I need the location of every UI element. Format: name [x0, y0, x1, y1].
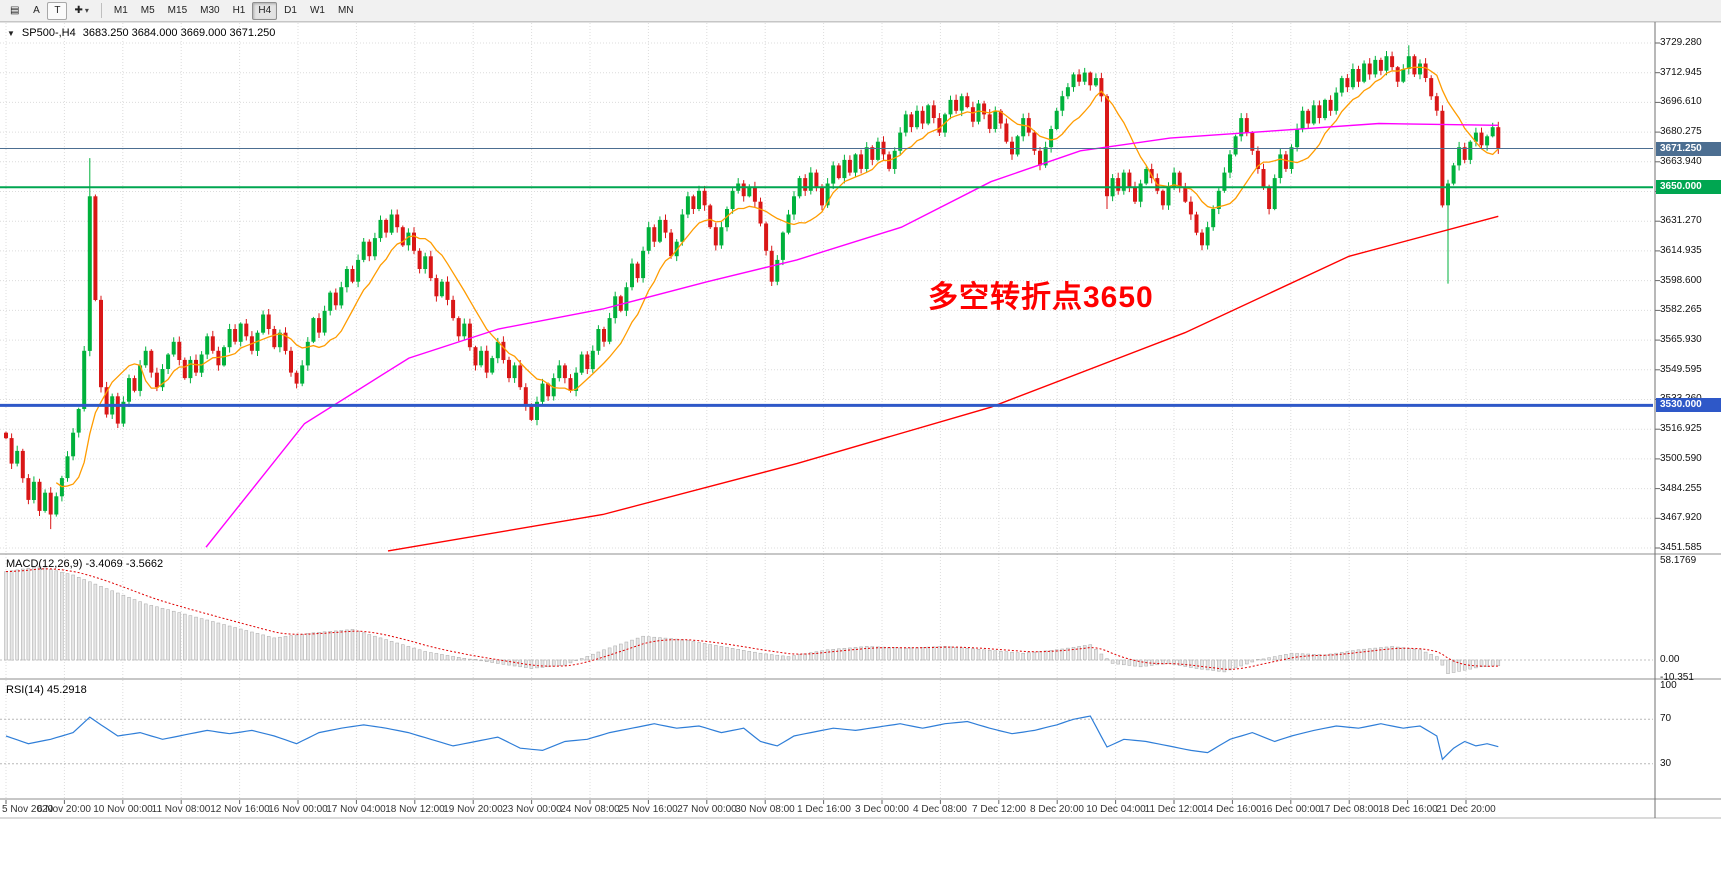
- letter-a-icon: A: [33, 5, 40, 16]
- dropdown-caret-icon: ▾: [84, 6, 89, 15]
- time-label: 19 Nov 20:00: [443, 804, 503, 815]
- rsi-indicator-label: RSI(14) 45.2918: [6, 684, 87, 696]
- ohlc-values-label: 3683.250 3684.000 3669.000 3671.250: [82, 27, 276, 39]
- macd-axis-label: 0.00: [1660, 654, 1680, 665]
- price-level-tag: 3671.250: [1656, 142, 1721, 156]
- time-label: 6 Nov 20:00: [37, 804, 91, 815]
- time-label: 16 Nov 00:00: [268, 804, 328, 815]
- price-note-annotation: 多空转折点3650: [928, 281, 1154, 314]
- time-label: 17 Nov 04:00: [326, 804, 386, 815]
- price-tick-label: 3614.935: [1660, 245, 1702, 256]
- arrow-tool-button[interactable]: A: [26, 2, 46, 20]
- time-label: 11 Nov 08:00: [151, 804, 211, 815]
- macd-axis-label: 58.1769: [1660, 555, 1697, 566]
- time-label: 18 Dec 16:00: [1378, 804, 1438, 815]
- rsi-axis-label: 30: [1660, 758, 1672, 769]
- time-label: 16 Dec 00:00: [1261, 804, 1321, 815]
- symbol-timeframe-label: SP500-,H4: [21, 27, 76, 39]
- collapse-triangle-icon: ▼: [7, 28, 15, 38]
- symbol-header: ▼ SP500-,H4 3683.250 3684.000 3669.000 3…: [7, 27, 275, 39]
- time-label: 27 Nov 00:00: [677, 804, 737, 815]
- price-tick-label: 3598.600: [1660, 275, 1702, 286]
- toolbar: ▤ A T ✚ ▾ M1 M5 M15 M30 H1 H4 D1 W1 MN: [0, 0, 1721, 22]
- timeframe-h1-button[interactable]: H1: [227, 2, 252, 20]
- time-label: 17 Dec 08:00: [1319, 804, 1379, 815]
- crosshair-tool-button[interactable]: ✚ ▾: [68, 2, 94, 20]
- timeframe-m30-button[interactable]: M30: [194, 2, 225, 20]
- price-tick-label: 3680.275: [1660, 126, 1702, 137]
- crosshair-icon: ✚: [74, 5, 83, 16]
- price-tick-label: 3451.585: [1660, 542, 1702, 553]
- timeframe-d1-button[interactable]: D1: [278, 2, 303, 20]
- time-label: 30 Nov 08:00: [735, 804, 795, 815]
- rsi-axis-label: 100: [1660, 680, 1677, 691]
- price-tick-label: 3663.940: [1660, 156, 1702, 167]
- price-level-tag: 3650.000: [1656, 180, 1721, 194]
- time-label: 10 Nov 00:00: [93, 804, 153, 815]
- toolbar-separator: [100, 3, 102, 18]
- price-tick-label: 3549.595: [1660, 364, 1702, 375]
- rsi-axis-label: 70: [1660, 713, 1672, 724]
- price-tick-label: 3516.925: [1660, 423, 1702, 434]
- charts-list-button[interactable]: ▤: [4, 2, 25, 20]
- price-tick-label: 3565.930: [1660, 334, 1702, 345]
- timeframe-m15-button[interactable]: M15: [162, 2, 193, 20]
- macd-indicator-label: MACD(12,26,9) -3.4069 -3.5662: [6, 558, 164, 570]
- time-label: 18 Nov 12:00: [385, 804, 445, 815]
- price-tick-label: 3712.945: [1660, 67, 1702, 78]
- time-label: 14 Dec 16:00: [1202, 804, 1262, 815]
- time-label: 4 Dec 08:00: [913, 804, 967, 815]
- price-tick-label: 3696.610: [1660, 96, 1702, 107]
- price-tick-label: 3500.590: [1660, 453, 1702, 464]
- price-axis[interactable]: 3729.280 3712.945 3696.610 3680.275 3663.940…: [1656, 0, 1721, 894]
- time-axis[interactable]: 5 Nov 2020 6 Nov 20:00 10 Nov 00:00 11 Nov …: [0, 801, 1655, 818]
- price-tick-label: 3729.280: [1660, 37, 1702, 48]
- text-icon: T: [54, 5, 61, 16]
- price-tick-label: 3467.920: [1660, 512, 1702, 523]
- timeframe-w1-button[interactable]: W1: [304, 2, 331, 20]
- time-label: 12 Nov 16:00: [210, 804, 270, 815]
- timeframe-h4-button[interactable]: H4: [252, 1, 278, 20]
- price-tick-label: 3582.265: [1660, 304, 1702, 315]
- time-label: 25 Nov 16:00: [618, 804, 678, 815]
- time-label: 11 Dec 12:00: [1144, 804, 1204, 815]
- macd-axis-label: -10.351: [1660, 672, 1694, 683]
- timeframe-m1-button[interactable]: M1: [108, 2, 134, 20]
- time-label: 23 Nov 00:00: [502, 804, 562, 815]
- time-label: 24 Nov 08:00: [560, 804, 620, 815]
- time-label: 7 Dec 12:00: [972, 804, 1026, 815]
- timeframe-m5-button[interactable]: M5: [135, 2, 161, 20]
- text-tool-button[interactable]: T: [47, 1, 68, 20]
- price-tick-label: 3484.255: [1660, 483, 1702, 494]
- price-tick-label: 3631.270: [1660, 215, 1702, 226]
- time-label: 10 Dec 04:00: [1086, 804, 1146, 815]
- bar-chart-icon: ▤: [10, 5, 20, 16]
- time-label: 8 Dec 20:00: [1030, 804, 1084, 815]
- timeframe-mn-button[interactable]: MN: [332, 2, 360, 20]
- time-label: 21 Dec 20:00: [1436, 804, 1496, 815]
- price-level-tag: 3530.000: [1656, 398, 1721, 412]
- time-label: 3 Dec 00:00: [855, 804, 909, 815]
- time-label: 1 Dec 16:00: [797, 804, 851, 815]
- time-label: 5 Nov 2020: [2, 804, 54, 815]
